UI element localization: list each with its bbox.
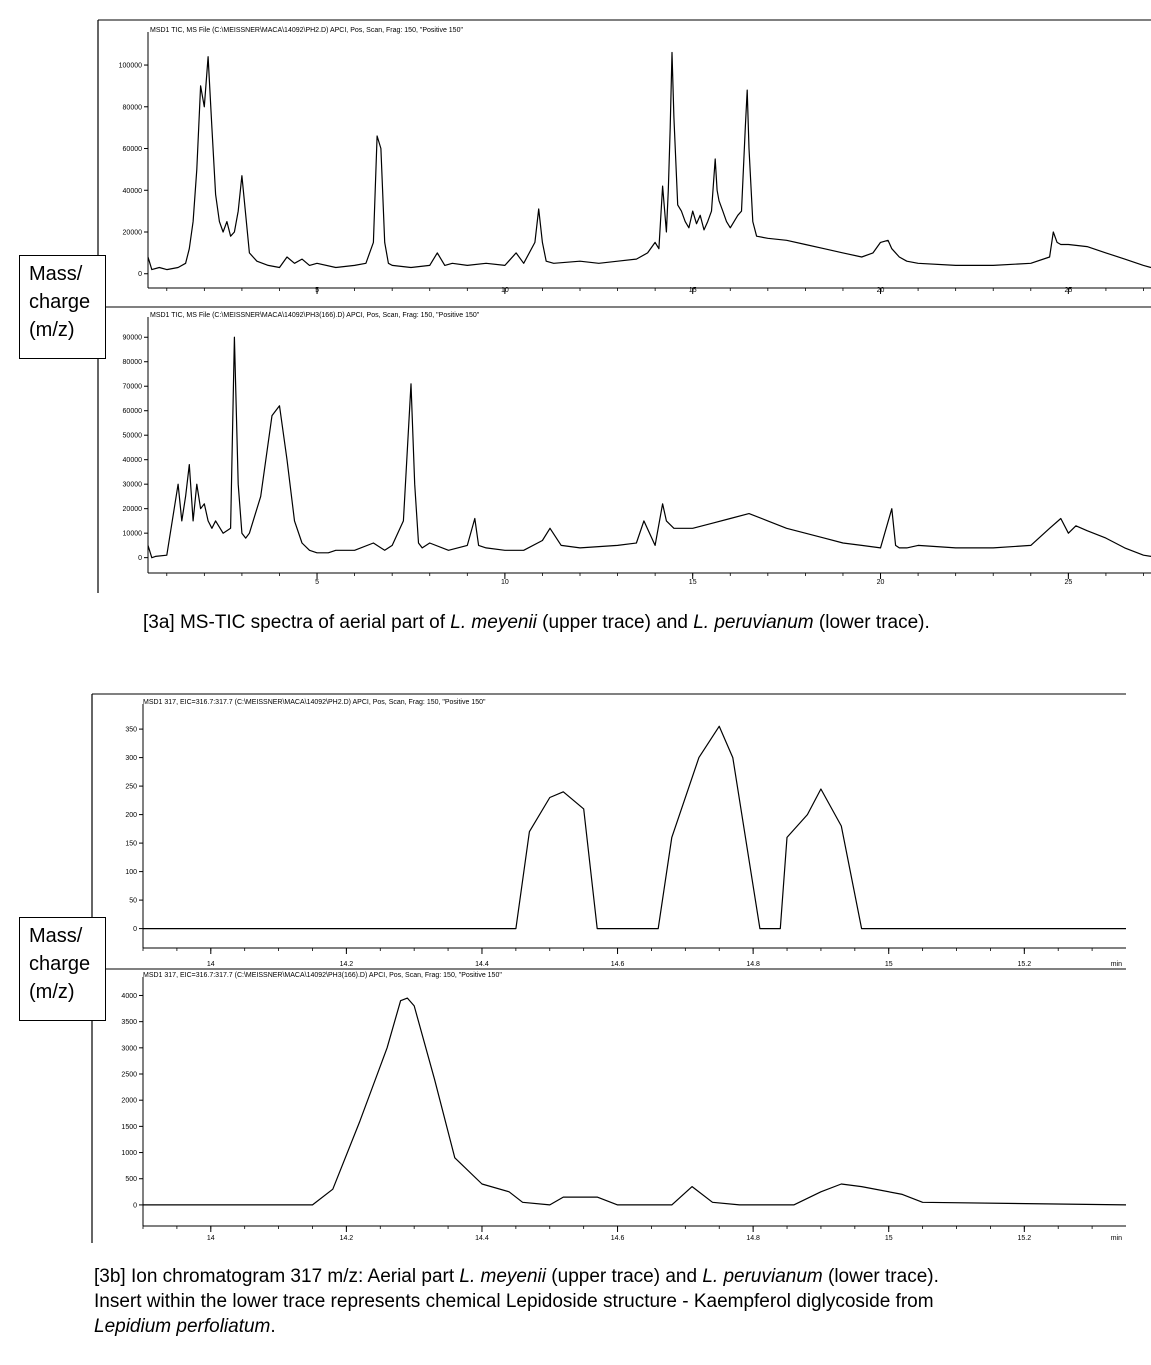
caption-segment: L. meyenii (459, 1266, 547, 1287)
mz-label-line: Mass/ (29, 925, 83, 947)
y-tick-label: 0 (133, 1202, 137, 1209)
y-tick-label: 40000 (123, 188, 143, 195)
chart-panel-1: MSD1 TIC, MS File (C:\MEISSNER\MACA\1409… (119, 27, 1151, 294)
panel-header: MSD1 317, EIC=316.7:317.7 (C:\MEISSNER\M… (143, 972, 502, 979)
x-tick-label: 15 (885, 1235, 893, 1242)
y-tick-label: 60000 (123, 146, 143, 153)
y-tick-label: 20000 (123, 506, 143, 513)
x-tick-label: 5 (315, 579, 319, 586)
y-tick-label: 50000 (123, 433, 143, 440)
y-tick-label: 1000 (121, 1150, 137, 1157)
panel-header: MSD1 TIC, MS File (C:\MEISSNER\MACA\1409… (150, 27, 463, 34)
x-axis-unit-label: min (1111, 961, 1122, 968)
caption-segment: L. peruvianum (693, 612, 814, 633)
x-tick-label: 14.4 (475, 1235, 489, 1242)
y-tick-label: 100 (125, 869, 137, 876)
caption-segment: . (270, 1316, 276, 1337)
y-tick-label: 150 (125, 841, 137, 848)
x-tick-label: 15 (689, 579, 697, 586)
series-line (143, 997, 1127, 1206)
y-tick-label: 0 (133, 926, 137, 933)
y-tick-label: 60000 (123, 408, 143, 415)
y-tick-label: 50 (129, 898, 137, 905)
chart-panel-4: MSD1 317, EIC=316.7:317.7 (C:\MEISSNER\M… (121, 972, 1127, 1242)
y-tick-label: 0 (138, 555, 142, 562)
mz-label-line: Mass/ (29, 263, 83, 285)
mz-label-box-3b: Mass/ charge (m/z) (19, 917, 106, 1021)
chart-panel-2: MSD1 TIC, MS File (C:\MEISSNER\MACA\1409… (123, 312, 1151, 586)
x-tick-label: 15 (689, 287, 697, 294)
panel-header: MSD1 TIC, MS File (C:\MEISSNER\MACA\1409… (150, 312, 480, 319)
y-tick-label: 2500 (121, 1072, 137, 1079)
y-tick-label: 10000 (123, 531, 143, 538)
y-tick-label: 0 (138, 271, 142, 278)
panel-header: MSD1 317, EIC=316.7:317.7 (C:\MEISSNER\M… (143, 699, 486, 706)
caption-fig3b-line2: Insert within the lower trace represents… (94, 1290, 934, 1314)
x-tick-label: 25 (1064, 287, 1072, 294)
caption-segment: L. peruvianum (702, 1266, 823, 1287)
caption-segment: [3b] Ion chromatogram 317 m/z: Aerial pa… (94, 1266, 460, 1287)
x-axis-unit-label: min (1111, 1235, 1122, 1242)
caption-segment: (lower trace). (813, 612, 930, 633)
y-tick-label: 3500 (121, 1019, 137, 1026)
chart-panel-3: MSD1 317, EIC=316.7:317.7 (C:\MEISSNER\M… (125, 699, 1126, 968)
caption-segment: (lower trace). (822, 1266, 939, 1287)
y-tick-label: 250 (125, 784, 137, 791)
mz-label-line: (m/z) (29, 319, 75, 341)
y-tick-label: 300 (125, 755, 137, 762)
x-tick-label: 15.2 (1017, 961, 1031, 968)
x-tick-label: 14 (207, 1235, 215, 1242)
x-tick-label: 14.2 (340, 1235, 354, 1242)
y-tick-label: 90000 (123, 335, 143, 342)
caption-segment: Insert within the lower trace represents… (94, 1291, 934, 1312)
y-tick-label: 350 (125, 727, 137, 734)
y-tick-label: 40000 (123, 457, 143, 464)
x-tick-label: 14.2 (340, 961, 354, 968)
mz-label-line: charge (29, 291, 91, 313)
y-tick-label: 80000 (123, 359, 143, 366)
y-tick-label: 2000 (121, 1098, 137, 1105)
y-tick-label: 3000 (121, 1045, 137, 1052)
y-tick-label: 100000 (119, 63, 142, 70)
caption-fig3a: [3a] MS-TIC spectra of aerial part of L.… (143, 611, 930, 635)
mz-label-line: (m/z) (29, 981, 75, 1003)
x-tick-label: 20 (877, 579, 885, 586)
x-tick-label: 14.8 (746, 1235, 760, 1242)
caption-segment: Lepidium perfoliatum (94, 1316, 271, 1337)
y-tick-label: 200 (125, 812, 137, 819)
caption-segment: (upper trace) and (536, 612, 694, 633)
y-tick-label: 500 (125, 1176, 137, 1183)
y-tick-label: 80000 (123, 104, 143, 111)
series-line (147, 336, 1151, 559)
caption-fig3b-line1: [3b] Ion chromatogram 317 m/z: Aerial pa… (94, 1265, 939, 1289)
x-tick-label: 15 (885, 961, 893, 968)
caption-fig3b-line3: Lepidium perfoliatum. (94, 1315, 276, 1339)
series-line (143, 725, 1126, 930)
x-tick-label: 14.4 (475, 961, 489, 968)
mz-label-box-3a: Mass/ charge (m/z) (19, 255, 106, 359)
x-tick-label: 15.2 (1017, 1235, 1031, 1242)
y-tick-label: 4000 (121, 993, 137, 1000)
caption-segment: L. meyenii (450, 612, 537, 633)
series-line (147, 51, 1151, 271)
x-tick-label: 14.8 (746, 961, 760, 968)
y-tick-label: 30000 (123, 482, 143, 489)
x-tick-label: 14.6 (611, 961, 625, 968)
x-tick-label: 14.6 (611, 1235, 625, 1242)
caption-segment: (upper trace) and (546, 1266, 703, 1287)
caption-segment: [3a] MS-TIC spectra of aerial part of (143, 612, 451, 633)
y-tick-label: 1500 (121, 1124, 137, 1131)
y-tick-label: 70000 (123, 384, 143, 391)
x-tick-label: 10 (501, 579, 509, 586)
x-tick-label: 25 (1064, 579, 1072, 586)
x-tick-label: 14 (207, 961, 215, 968)
x-tick-label: 10 (501, 287, 509, 294)
y-tick-label: 20000 (123, 230, 143, 237)
mz-label-line: charge (29, 953, 91, 975)
x-tick-label: 20 (877, 287, 885, 294)
x-tick-label: 5 (315, 287, 319, 294)
